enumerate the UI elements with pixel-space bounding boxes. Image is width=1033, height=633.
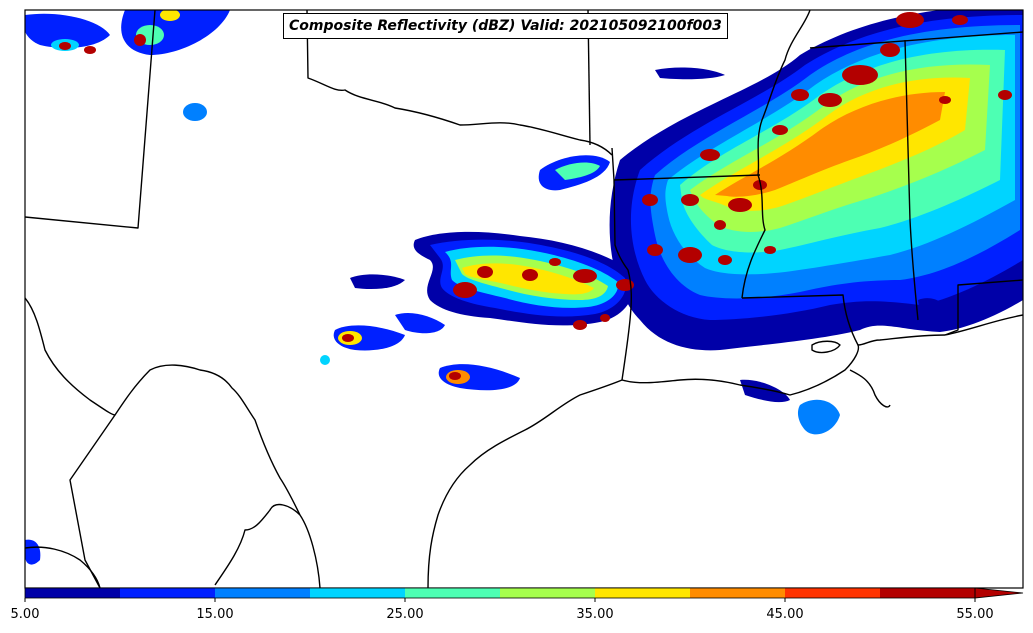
colorbar-tick-label: 15.00 [196,607,234,622]
colorbar-segment [215,588,310,598]
chart-title: Composite Reflectivity (dBZ) Valid: 2021… [283,13,728,39]
colorbar-tick-label: 35.00 [576,607,614,622]
colorbar-segment [25,588,120,598]
colorbar-tick-label: 45.00 [766,607,804,622]
colorbar-tick-label: 55.00 [956,607,994,622]
colorbar-segment [595,588,690,598]
storm-system-east [609,10,1023,351]
colorbar-segment [120,588,215,598]
storm-system-texas [413,231,634,330]
colorbar-segment [785,588,880,598]
colorbar-segment [405,588,500,598]
colorbar-segment [500,588,595,598]
colorbar-tick-label: 5.00 [10,607,40,622]
colorbar-segment [310,588,405,598]
colorbar-extend-arrow [974,587,1024,599]
colorbar-frame [24,587,976,599]
colorbar [24,587,1024,602]
colorbar-segment [690,588,785,598]
colorbar-tick-label: 25.00 [386,607,424,622]
colorbar-segment [880,588,975,598]
geographic-borders [25,10,1023,588]
scattered-cells [25,10,950,565]
reflectivity-field [25,10,1023,565]
